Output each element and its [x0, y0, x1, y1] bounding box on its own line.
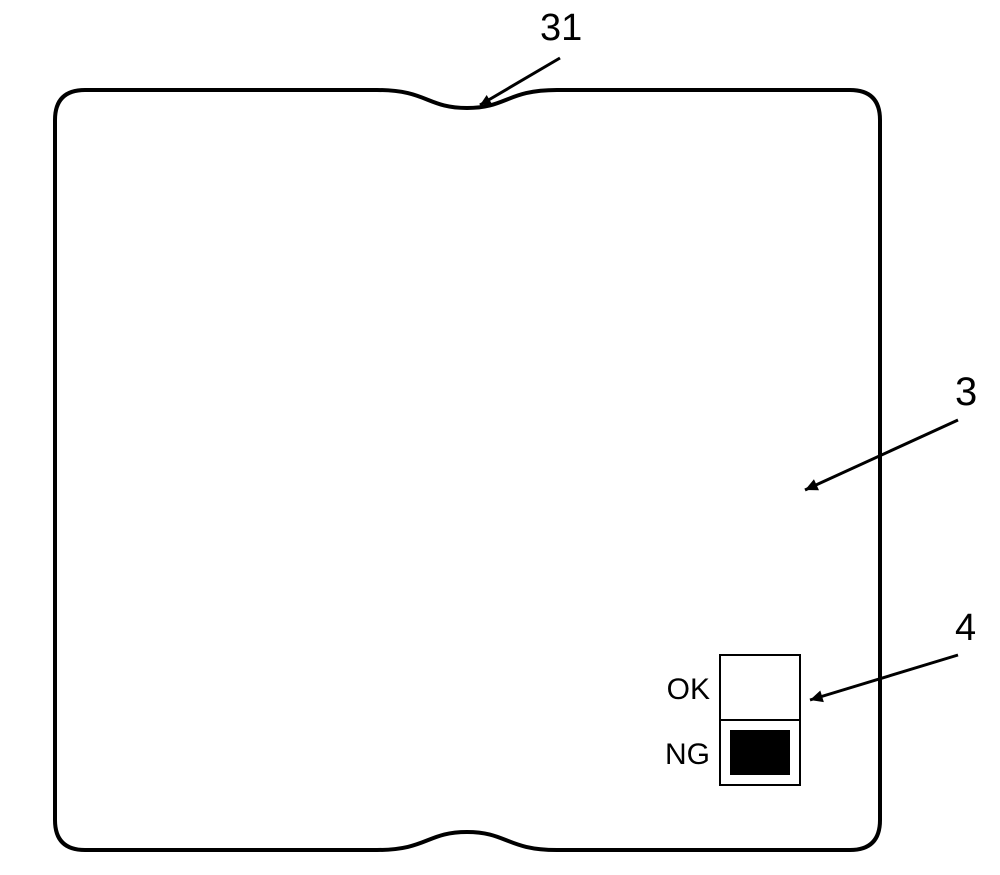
label-3: 3 [955, 370, 977, 414]
ng-fill [730, 730, 790, 775]
ng-label: NG [665, 738, 710, 771]
label-4: 4 [955, 607, 976, 649]
label-31: 31 [540, 7, 582, 49]
ok-label: OK [667, 673, 710, 706]
